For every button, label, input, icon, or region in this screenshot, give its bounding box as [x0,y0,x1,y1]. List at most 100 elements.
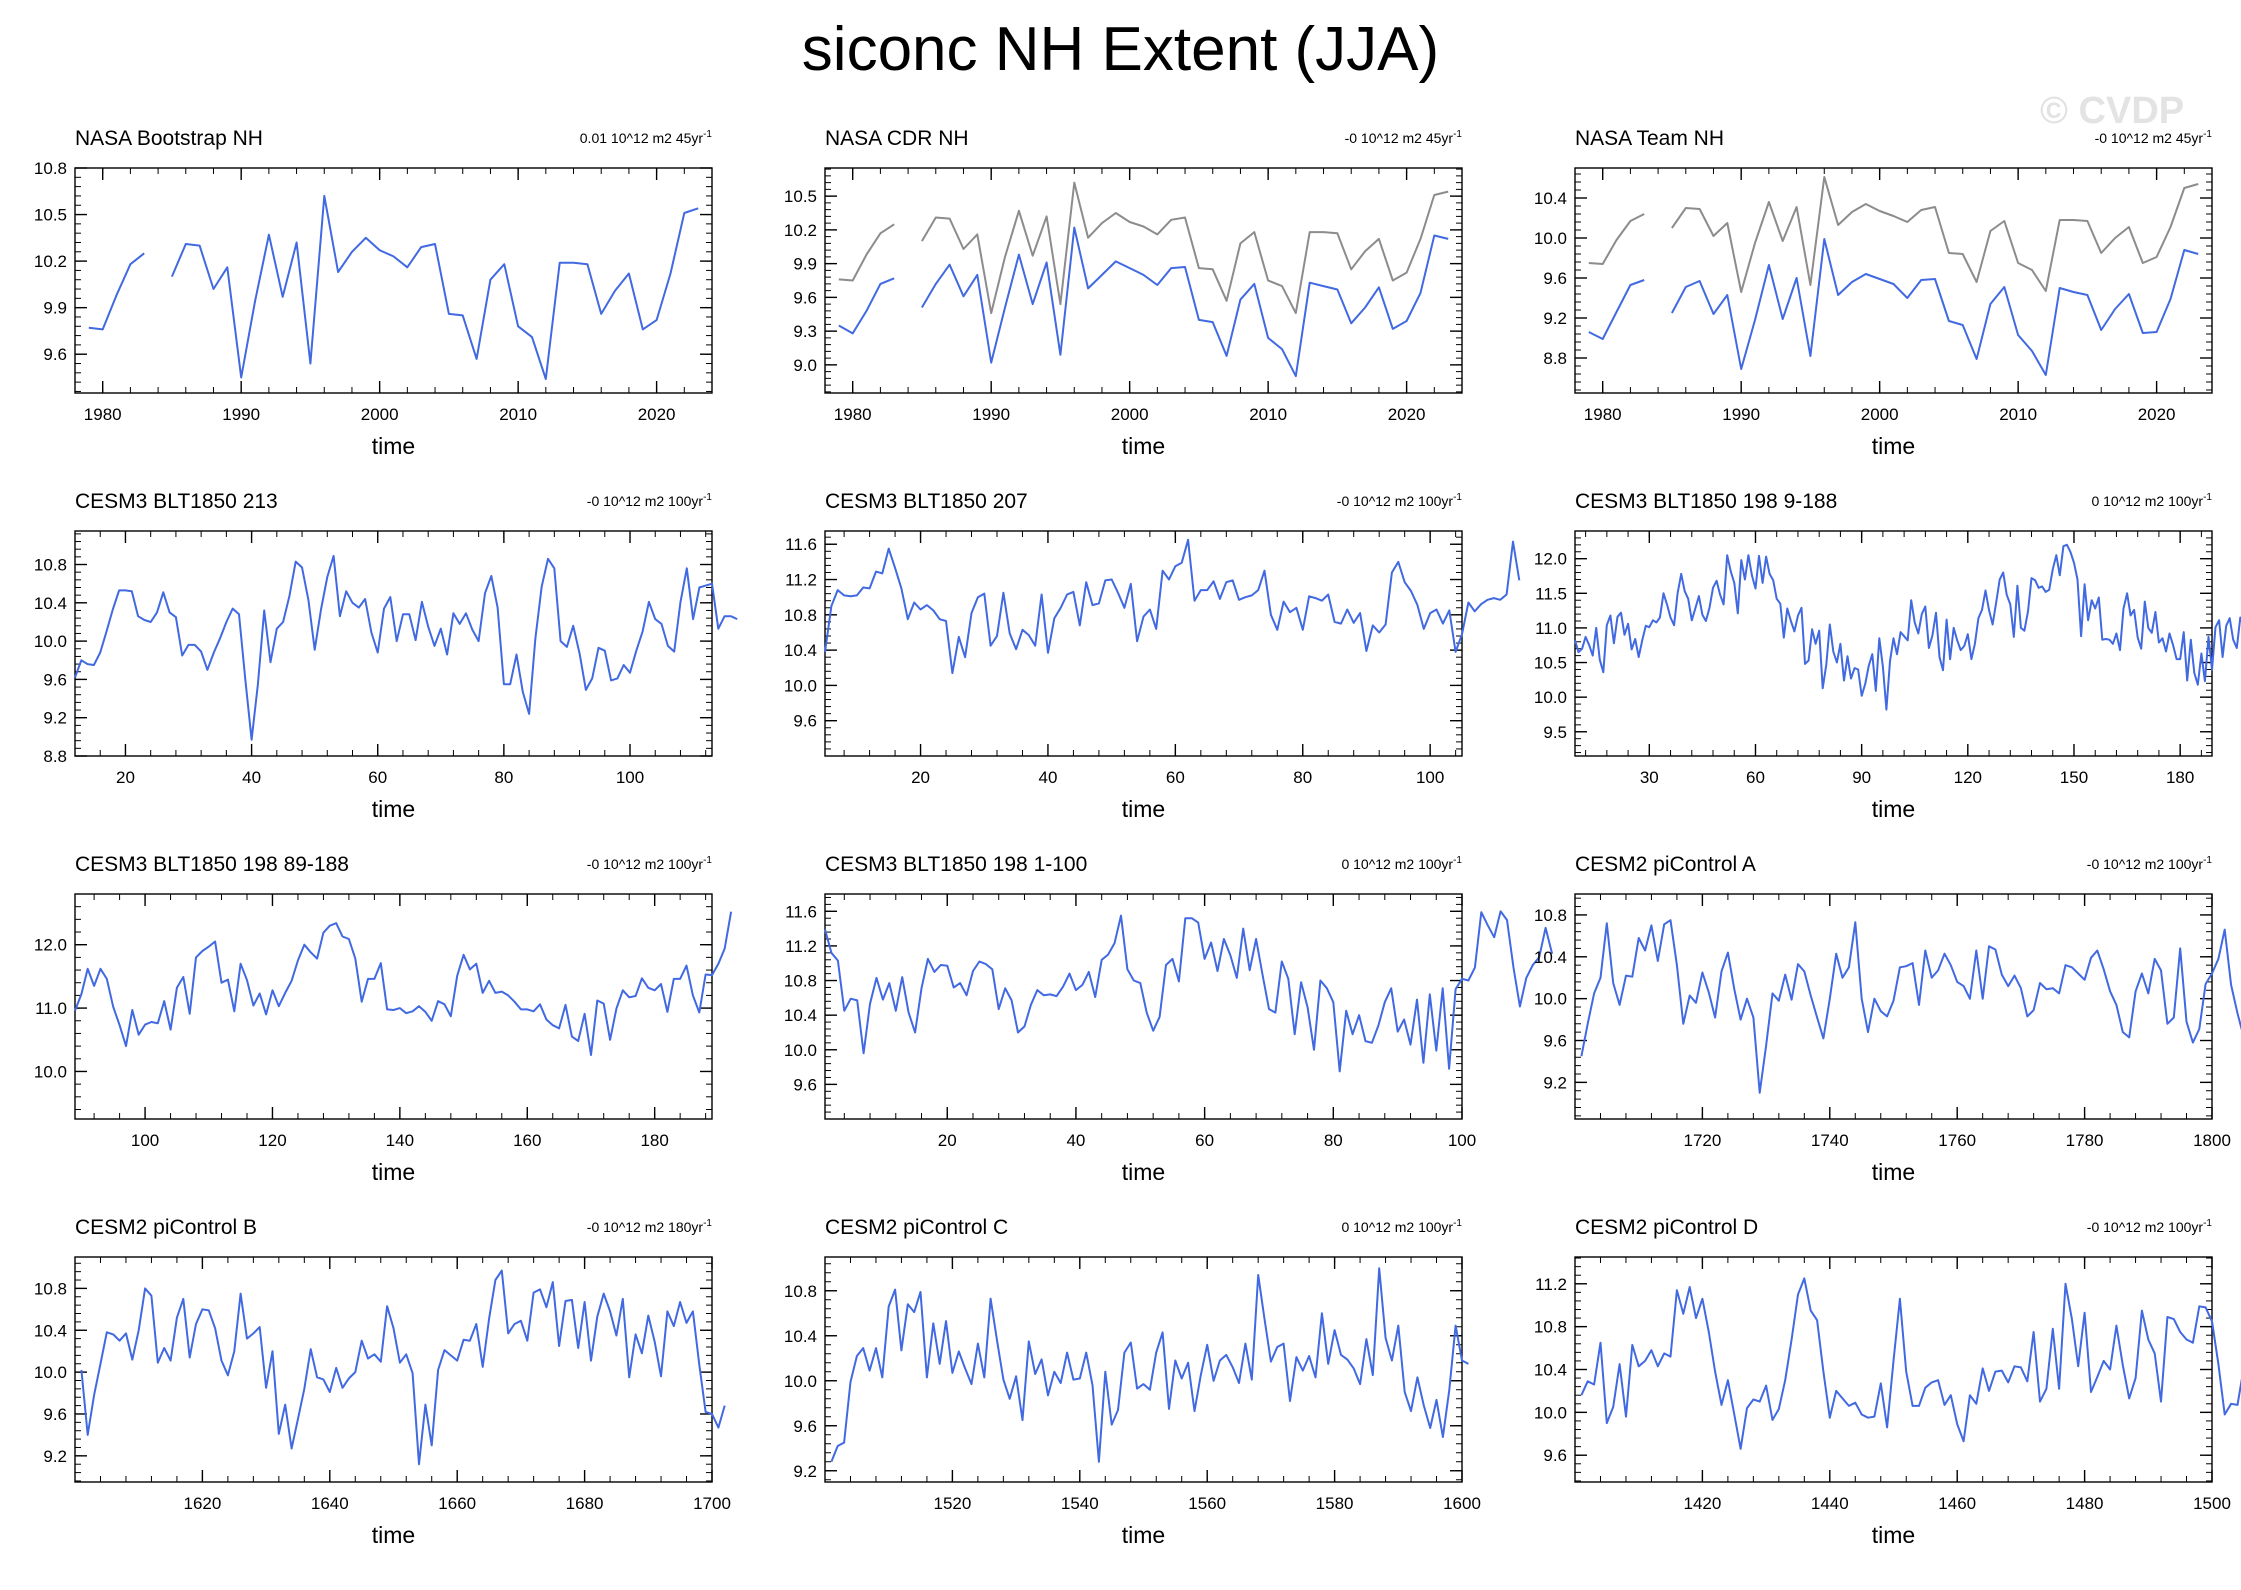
x-axis-label: time [1122,1522,1165,1548]
x-axis-label: time [1122,796,1165,822]
y-tick-label: 11.0 [35,999,67,1018]
y-tick-label: 10.8 [784,972,817,991]
plot-frame [74,530,713,757]
trend-label: 0.01 10^12 m2 45yr-1 [580,129,713,146]
x-axis-label: time [372,433,415,459]
y-tick-label: 10.8 [1534,1318,1567,1337]
chart-title: NASA Bootstrap NH [75,127,263,150]
y-tick-label: 10.0 [1534,229,1567,248]
y-tick-label: 9.2 [793,1462,817,1481]
y-tick-label: 10.0 [1534,1403,1567,1422]
x-tick-label: 1480 [2066,1494,2104,1513]
series-line [1574,543,2241,711]
y-tick-label: 10.8 [784,1282,817,1301]
x-tick-label: 2010 [499,405,537,424]
chart-panel: CESM2 piControl A -0 10^12 m2 100yr-1 1720… [1534,853,2241,1185]
x-tick-label: 100 [616,768,644,787]
y-tick-label: 10.8 [34,556,67,575]
chart-title: CESM3 BLT1850 207 [825,490,1028,513]
plot-frame [824,1256,1463,1483]
x-tick-label: 1640 [311,1494,349,1513]
x-tick-label: 40 [242,768,261,787]
y-tick-label: 9.6 [1543,1032,1567,1051]
y-tick-label: 10.4 [784,1006,817,1025]
y-tick-label: 10.0 [784,676,817,695]
series-line [1588,279,1645,340]
y-tick-label: 9.3 [793,322,817,341]
chart-title: CESM2 piControl C [825,1216,1008,1239]
chart-panel: CESM3 BLT1850 198 1-100 0 10^12 m2 100yr-… [784,853,1554,1185]
x-axis-label: time [1872,796,1915,822]
y-tick-label: 10.5 [1534,654,1567,673]
x-axis-label: time [372,796,415,822]
plot-frame [74,893,713,1120]
x-tick-label: 1540 [1061,1494,1099,1513]
x-axis-label: time [1122,1159,1165,1185]
y-tick-label: 9.6 [793,288,817,307]
series-line [838,223,895,282]
x-tick-label: 40 [1038,768,1057,787]
x-tick-label: 120 [258,1131,286,1150]
y-tick-label: 11.5 [1535,584,1567,603]
y-tick-label: 9.2 [43,1447,67,1466]
x-tick-label: 1460 [1938,1494,1976,1513]
y-tick-label: 10.4 [34,594,67,613]
chart-panel: CESM3 BLT1850 198 89-188 -0 10^12 m2 100y… [34,853,733,1185]
x-tick-label: 1780 [2066,1131,2104,1150]
x-tick-label: 1800 [2193,1131,2231,1150]
chart-panel: CESM3 BLT1850 207 -0 10^12 m2 100yr-1 20 40… [784,490,1521,822]
chart-panel: CESM2 piControl D -0 10^12 m2 100yr-1 1420… [1534,1216,2241,1548]
x-tick-label: 2000 [361,405,399,424]
y-tick-label: 9.6 [793,1417,817,1436]
x-axis-label: time [1872,433,1915,459]
x-tick-label: 2020 [1388,405,1426,424]
plot-frame [74,167,713,394]
x-tick-label: 1620 [183,1494,221,1513]
x-tick-label: 1680 [566,1494,604,1513]
series-line [830,1267,1469,1463]
series-line [74,911,733,1056]
x-tick-label: 40 [1066,1131,1085,1150]
x-tick-label: 100 [131,1131,159,1150]
x-tick-label: 180 [640,1131,668,1150]
x-tick-label: 1580 [1316,1494,1354,1513]
y-tick-label: 9.6 [793,1075,817,1094]
x-tick-label: 2000 [1111,405,1149,424]
y-tick-label: 11.2 [785,937,817,956]
x-tick-label: 1740 [1811,1131,1849,1150]
y-tick-label: 9.6 [43,670,67,689]
x-tick-label: 60 [1195,1131,1214,1150]
x-axis-label: time [372,1159,415,1185]
chart-panel: NASA CDR NH -0 10^12 m2 45yr-1 1980 1990 200… [784,127,1463,459]
plot-frame [824,893,1463,1120]
x-tick-label: 1600 [1443,1494,1481,1513]
series-line [1580,1277,2241,1450]
x-tick-label: 90 [1852,768,1871,787]
y-tick-label: 9.6 [43,345,67,364]
x-tick-label: 100 [1448,1131,1476,1150]
x-axis-label: time [372,1522,415,1548]
trend-label: 0 10^12 m2 100yr-1 [1341,1218,1462,1235]
y-tick-label: 10.0 [784,1041,817,1060]
y-tick-label: 10.5 [34,206,67,225]
x-tick-label: 20 [116,768,135,787]
x-tick-label: 1990 [1722,405,1760,424]
series-line [170,194,699,380]
trend-label: 0 10^12 m2 100yr-1 [1341,855,1462,872]
x-tick-label: 1990 [972,405,1010,424]
chart-title: CESM2 piControl B [75,1216,257,1239]
series-line [824,910,1554,1073]
chart-title: CESM2 piControl A [1575,853,1756,876]
x-tick-label: 1520 [933,1494,971,1513]
x-tick-label: 1980 [834,405,872,424]
y-tick-label: 10.8 [1534,906,1567,925]
y-tick-label: 10.4 [1534,189,1567,208]
series-line [88,252,145,331]
y-tick-label: 8.8 [43,747,67,766]
y-tick-label: 10.4 [784,1327,817,1346]
y-tick-label: 10.5 [784,187,817,206]
y-tick-label: 9.6 [43,1405,67,1424]
chart-title: CESM3 BLT1850 198 9-188 [1575,490,1837,513]
x-tick-label: 2000 [1861,405,1899,424]
y-tick-label: 10.8 [34,1279,67,1298]
